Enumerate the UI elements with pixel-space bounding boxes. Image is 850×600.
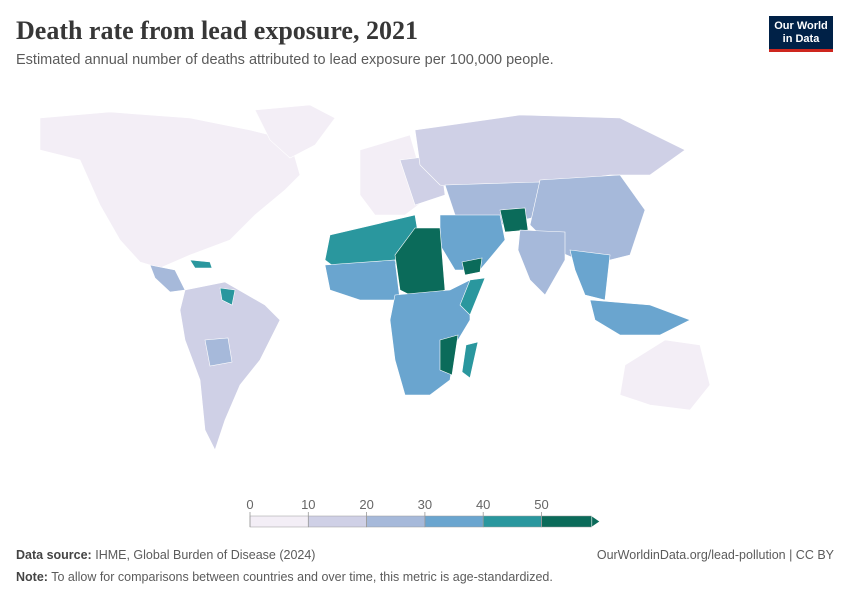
north-america <box>39 111 301 269</box>
yemen <box>461 257 483 276</box>
legend-bin <box>366 515 426 528</box>
source: Data source: IHME, Global Burden of Dise… <box>16 548 315 562</box>
legend-label: 20 <box>359 497 373 512</box>
logo-line: Our World <box>774 20 828 32</box>
europe <box>359 134 426 216</box>
legend-bin <box>424 515 484 528</box>
legend-label: 50 <box>534 497 548 512</box>
subtitle: Estimated annual number of deaths attrib… <box>16 52 554 68</box>
legend-label: 40 <box>476 497 490 512</box>
madagascar <box>461 341 479 379</box>
indonesia <box>589 299 691 336</box>
australia <box>619 339 711 411</box>
legend-bin <box>482 515 542 528</box>
central-africa <box>389 279 471 396</box>
india <box>517 229 566 296</box>
legend-arrow <box>591 515 601 528</box>
afghanistan <box>499 207 529 233</box>
note-text: To allow for comparisons between countri… <box>51 570 553 584</box>
legend-label: 30 <box>418 497 432 512</box>
west-africa <box>324 259 401 301</box>
mozambique <box>439 334 459 376</box>
legend-bin <box>249 515 309 528</box>
url[interactable]: OurWorldinData.org/lead-pollution | CC B… <box>596 548 834 562</box>
caribbean <box>189 259 213 269</box>
source-text: IHME, Global Burden of Disease (2024) <box>95 548 316 562</box>
southeast-asia <box>569 249 611 301</box>
guyana <box>219 287 236 306</box>
bolivia <box>204 337 233 367</box>
legend-bin <box>308 515 367 528</box>
note: Note: To allow for comparisons between c… <box>16 570 553 584</box>
greenland <box>254 104 336 159</box>
source-label: Data source: <box>16 548 92 562</box>
logo-line: in Data <box>782 33 820 45</box>
legend-label: 10 <box>301 497 315 512</box>
note-label: Note: <box>16 570 48 584</box>
central-america <box>149 264 186 293</box>
title: Death rate from lead exposure, 2021 <box>16 16 418 45</box>
legend-label: 0 <box>246 497 253 512</box>
legend-bin <box>541 515 593 528</box>
somalia <box>459 277 486 316</box>
russia <box>414 114 686 191</box>
logo[interactable]: Our World in Data <box>769 16 833 52</box>
countries <box>39 104 711 451</box>
south-america <box>179 281 281 451</box>
